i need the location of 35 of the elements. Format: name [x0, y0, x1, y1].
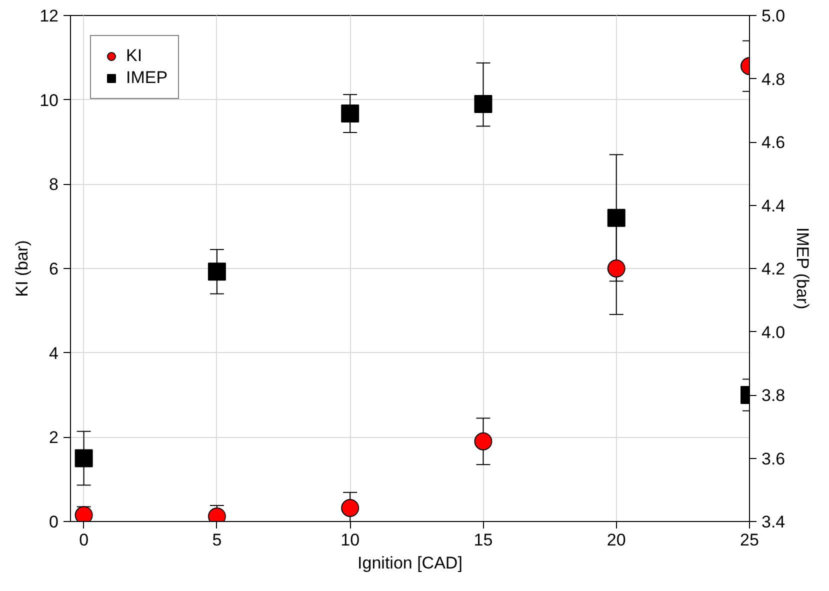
x-axis-title: Ignition [CAD]	[358, 554, 462, 572]
legend-label: KI	[126, 46, 144, 66]
y-tick-label: 4	[49, 344, 59, 363]
x-tick-label: 5	[212, 530, 222, 550]
point	[474, 95, 492, 114]
x-tick-label: 15	[474, 530, 493, 550]
legend-label: IMEP	[126, 68, 168, 88]
y-tick-label: 2	[49, 428, 59, 448]
point	[607, 208, 626, 227]
y2-tick-label: 3.6	[762, 449, 786, 468]
y-axis-title: KI (bar)	[12, 240, 32, 297]
x-tick-label: 20	[606, 530, 626, 550]
point	[208, 262, 226, 281]
point	[474, 432, 492, 450]
y2-tick-label: 3.4	[762, 512, 786, 532]
y2-axis-title: IMEP (bar)	[793, 227, 812, 310]
point	[341, 499, 360, 517]
y2-tick-label: 4.8	[762, 70, 786, 89]
x-tick-label: 10	[340, 530, 360, 550]
x-tick-label: 0	[79, 530, 89, 550]
y2-tick-label: 4.6	[762, 133, 786, 152]
y-tick-label: 12	[40, 6, 59, 26]
y2-tick-label: 4.2	[762, 260, 786, 278]
y-tick-label: 0	[49, 512, 59, 532]
y-tick-label: 8	[49, 175, 59, 194]
y-tick-label: 6	[49, 260, 59, 278]
y2-tick-label: 4.4	[762, 196, 786, 216]
point	[607, 260, 626, 278]
x-tick-label: 25	[740, 530, 759, 550]
point	[74, 449, 93, 468]
y2-tick-label: 3.8	[762, 386, 786, 405]
y2-tick-label: 4.0	[762, 322, 786, 342]
y-tick-label: 10	[40, 90, 59, 110]
y2-tick-label: 5.0	[762, 6, 786, 26]
point	[341, 104, 360, 123]
